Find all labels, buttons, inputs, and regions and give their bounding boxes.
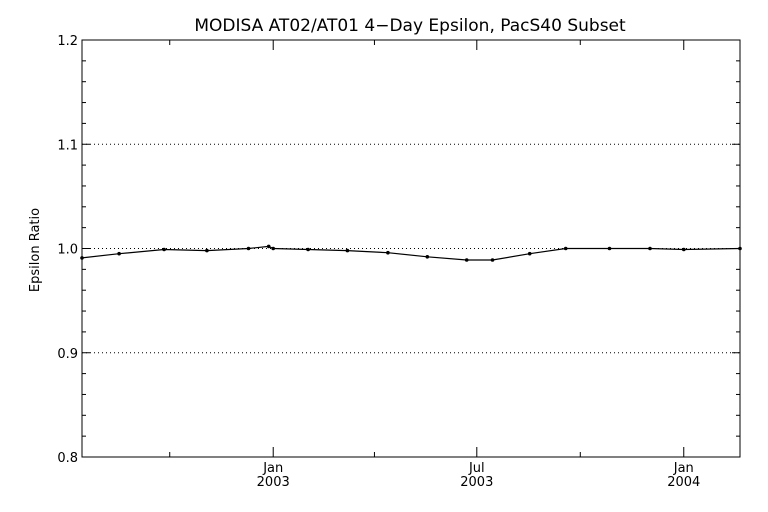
data-point [490, 258, 495, 262]
data-point [306, 247, 310, 252]
data-point [425, 254, 430, 259]
x-tick-year-label: 2003 [460, 475, 493, 490]
x-tick-month-label: Jan [673, 461, 694, 476]
data-point [205, 248, 209, 253]
x-tick-year-label: 2004 [667, 475, 700, 490]
data-point [682, 247, 686, 252]
data-point [345, 248, 350, 253]
chart-title: MODISA AT02/AT01 4−Day Epsilon, PacS40 S… [194, 16, 626, 36]
series-group [80, 244, 742, 262]
data-point [117, 251, 121, 256]
data-point [246, 246, 251, 251]
x-tick-month-label: Jul [468, 461, 485, 476]
y-tick-label: 1.1 [57, 138, 78, 153]
y-tick-label: 0.8 [57, 451, 78, 466]
data-point [738, 246, 742, 251]
data-point [607, 246, 612, 251]
x-tick-month-label: Jan [262, 461, 283, 476]
data-point [271, 246, 276, 251]
y-axis-label: Epsilon Ratio [28, 208, 43, 292]
y-tick-label: 1.2 [57, 34, 78, 49]
data-point [648, 246, 652, 251]
data-point [527, 251, 532, 256]
data-point [80, 256, 84, 260]
data-point [162, 247, 166, 252]
y-tick-label: 0.9 [57, 347, 78, 362]
x-tick-year-label: 2003 [257, 475, 290, 490]
data-point [464, 258, 469, 262]
data-point [563, 246, 568, 251]
data-point [386, 250, 390, 255]
y-tick-label: 1.0 [57, 243, 78, 258]
data-point [266, 244, 271, 249]
